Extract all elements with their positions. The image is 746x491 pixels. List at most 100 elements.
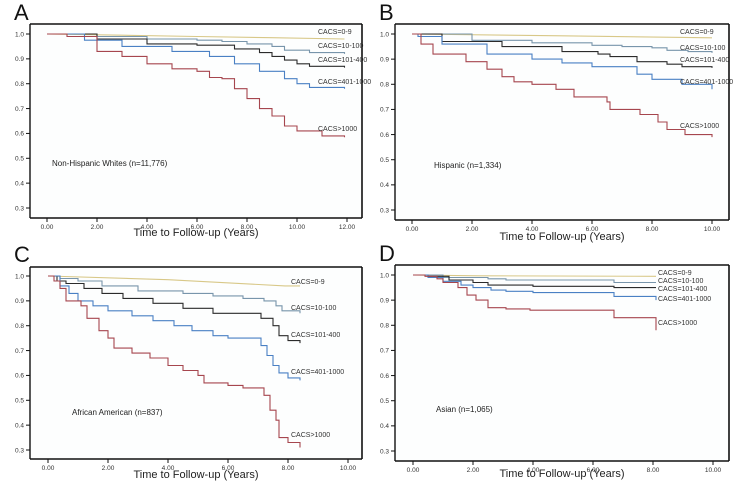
series-line-cacs-101-400 — [47, 33, 346, 68]
y-tick-label: 0.5 — [380, 157, 389, 164]
x-axis-title: Time to Follow-up (Years) — [499, 468, 624, 480]
panel-b: B 0.3 0.4 0.5 0.6 0.7 0.8 0.9 1.0 0.00 2.00 4.00 6.0… — [379, 0, 733, 243]
y-tick-label: 0.3 — [380, 207, 389, 214]
x-tick-label: 2.00 — [467, 467, 480, 474]
panel-d: D 0.3 0.4 0.5 0.6 0.7 0.8 0.9 1.0 0.00 2.00 4.00 6.0… — [379, 241, 730, 480]
y-tick-label: 0.3 — [15, 447, 24, 454]
y-tick-label: 0.8 — [380, 82, 389, 89]
x-tick-label: 10.00 — [704, 226, 721, 233]
y-tick-label: 0.7 — [15, 106, 24, 113]
series-line-cacs-401-1000 — [47, 33, 346, 89]
x-tick-label: 10.00 — [705, 467, 722, 474]
y-tick-label: 1.0 — [380, 31, 389, 38]
y-tick-label: 0.7 — [380, 348, 389, 355]
series-line-cacs-10-100 — [47, 33, 346, 54]
y-tick-label: 0.9 — [15, 298, 24, 305]
series-label: CACS=101-400 — [658, 286, 707, 293]
population-annotation: Asian (n=1,065) — [436, 405, 493, 414]
x-tick-label: 12.00 — [339, 224, 356, 231]
series-label: CACS=10-100 — [291, 305, 336, 312]
series-label: CACS>1000 — [291, 432, 330, 439]
x-tick-label: 8.00 — [282, 465, 295, 472]
series-line-cacs-10-100 — [412, 33, 713, 53]
y-tick-label: 1.0 — [15, 31, 24, 38]
series-line-cacs-1000 — [412, 33, 713, 138]
series-label: CACS=0-9 — [318, 29, 352, 36]
series-label: CACS=10-100 — [680, 45, 725, 52]
y-tick-label: 0.5 — [15, 398, 24, 405]
panels: A 0.3 0.4 0.5 0.6 0.7 0.8 0.9 1.0 0.00 2.00 4.00 6.0… — [14, 0, 733, 481]
plot-area — [30, 24, 362, 218]
x-tick-label: 2.00 — [91, 224, 104, 231]
y-tick-label: 0.5 — [380, 398, 389, 405]
y-tick-label: 0.4 — [15, 422, 24, 429]
x-axis-title: Time to Follow-up (Years) — [499, 231, 624, 243]
y-tick-label: 0.6 — [380, 373, 389, 380]
series-line-cacs-10-100 — [48, 275, 301, 314]
y-tick-label: 0.3 — [15, 205, 24, 212]
series-label: CACS=0-9 — [291, 279, 325, 286]
series-line-cacs-401-1000 — [412, 33, 713, 90]
panel-c: C 0.3 0.4 0.5 0.6 0.7 0.8 0.9 1.0 0.00 2.00 4.00 6.0… — [14, 242, 363, 481]
panel-letter: A — [14, 0, 29, 25]
x-tick-label: 10.00 — [340, 465, 357, 472]
y-tick-label: 0.9 — [15, 56, 24, 63]
y-tick-label: 0.7 — [15, 348, 24, 355]
x-tick-label: 6.00 — [222, 465, 235, 472]
y-tick-label: 0.8 — [380, 323, 389, 330]
y-tick-label: 0.6 — [15, 373, 24, 380]
series-line-cacs-401-1000 — [48, 275, 301, 381]
y-tick-label: 0.8 — [15, 81, 24, 88]
series-line-cacs-1000 — [47, 33, 346, 138]
y-tick-label: 0.8 — [15, 323, 24, 330]
y-tick-label: 0.9 — [380, 297, 389, 304]
y-tick-label: 0.6 — [380, 132, 389, 139]
x-tick-label: 4.00 — [526, 226, 539, 233]
x-tick-label: 0.00 — [407, 467, 420, 474]
panel-letter: C — [14, 242, 30, 267]
x-tick-label: 6.00 — [586, 226, 599, 233]
y-tick-label: 1.0 — [380, 272, 389, 279]
y-tick-label: 0.4 — [380, 182, 389, 189]
series-label: CACS=101-400 — [680, 57, 729, 64]
y-tick-label: 0.4 — [380, 423, 389, 430]
series-label: CACS=101-400 — [291, 332, 340, 339]
series-line-cacs-0-9 — [47, 275, 300, 287]
series-label: CACS=10-100 — [658, 278, 703, 285]
series-line-cacs-101-400 — [48, 275, 301, 344]
series-label: CACS=401-1000 — [291, 369, 344, 376]
plot-area — [395, 265, 729, 461]
series-label: CACS=101-400 — [318, 57, 367, 64]
population-annotation: African American (n=837) — [72, 408, 163, 417]
x-tick-label: 2.00 — [102, 465, 115, 472]
x-tick-label: 8.00 — [647, 467, 660, 474]
x-tick-label: 6.00 — [587, 467, 600, 474]
series-label: CACS=0-9 — [680, 29, 714, 36]
x-tick-label: 10.00 — [289, 224, 306, 231]
y-tick-label: 0.6 — [15, 131, 24, 138]
x-tick-label: 0.00 — [41, 224, 54, 231]
population-annotation: Non-Hispanic Whites (n=11,776) — [52, 159, 168, 168]
x-tick-label: 4.00 — [141, 224, 154, 231]
series-line-cacs-1000 — [413, 274, 657, 331]
population-annotation: Hispanic (n=1,334) — [434, 161, 502, 170]
panel-a: A 0.3 0.4 0.5 0.6 0.7 0.8 0.9 1.0 0.00 2.00 4.00 6.0… — [14, 0, 371, 239]
series-label: CACS=401-1000 — [680, 79, 733, 86]
series-line-cacs-0-9 — [411, 33, 713, 39]
series-label: CACS=10-100 — [318, 43, 363, 50]
x-tick-label: 8.00 — [241, 224, 254, 231]
y-tick-label: 0.4 — [15, 180, 24, 187]
series-label: CACS>1000 — [658, 320, 697, 327]
panel-letter: B — [379, 0, 394, 25]
series-label: CACS>1000 — [680, 123, 719, 130]
panel-letter: D — [379, 241, 395, 266]
x-axis-title: Time to Follow-up (Years) — [133, 469, 258, 481]
series-label: CACS=401-1000 — [318, 79, 371, 86]
series-label: CACS=401-1000 — [658, 296, 711, 303]
x-tick-label: 4.00 — [162, 465, 175, 472]
x-axis-title: Time to Follow-up (Years) — [133, 227, 258, 239]
x-tick-label: 2.00 — [466, 226, 479, 233]
series-label: CACS=0-9 — [658, 270, 692, 277]
series-line-cacs-101-400 — [412, 33, 713, 68]
